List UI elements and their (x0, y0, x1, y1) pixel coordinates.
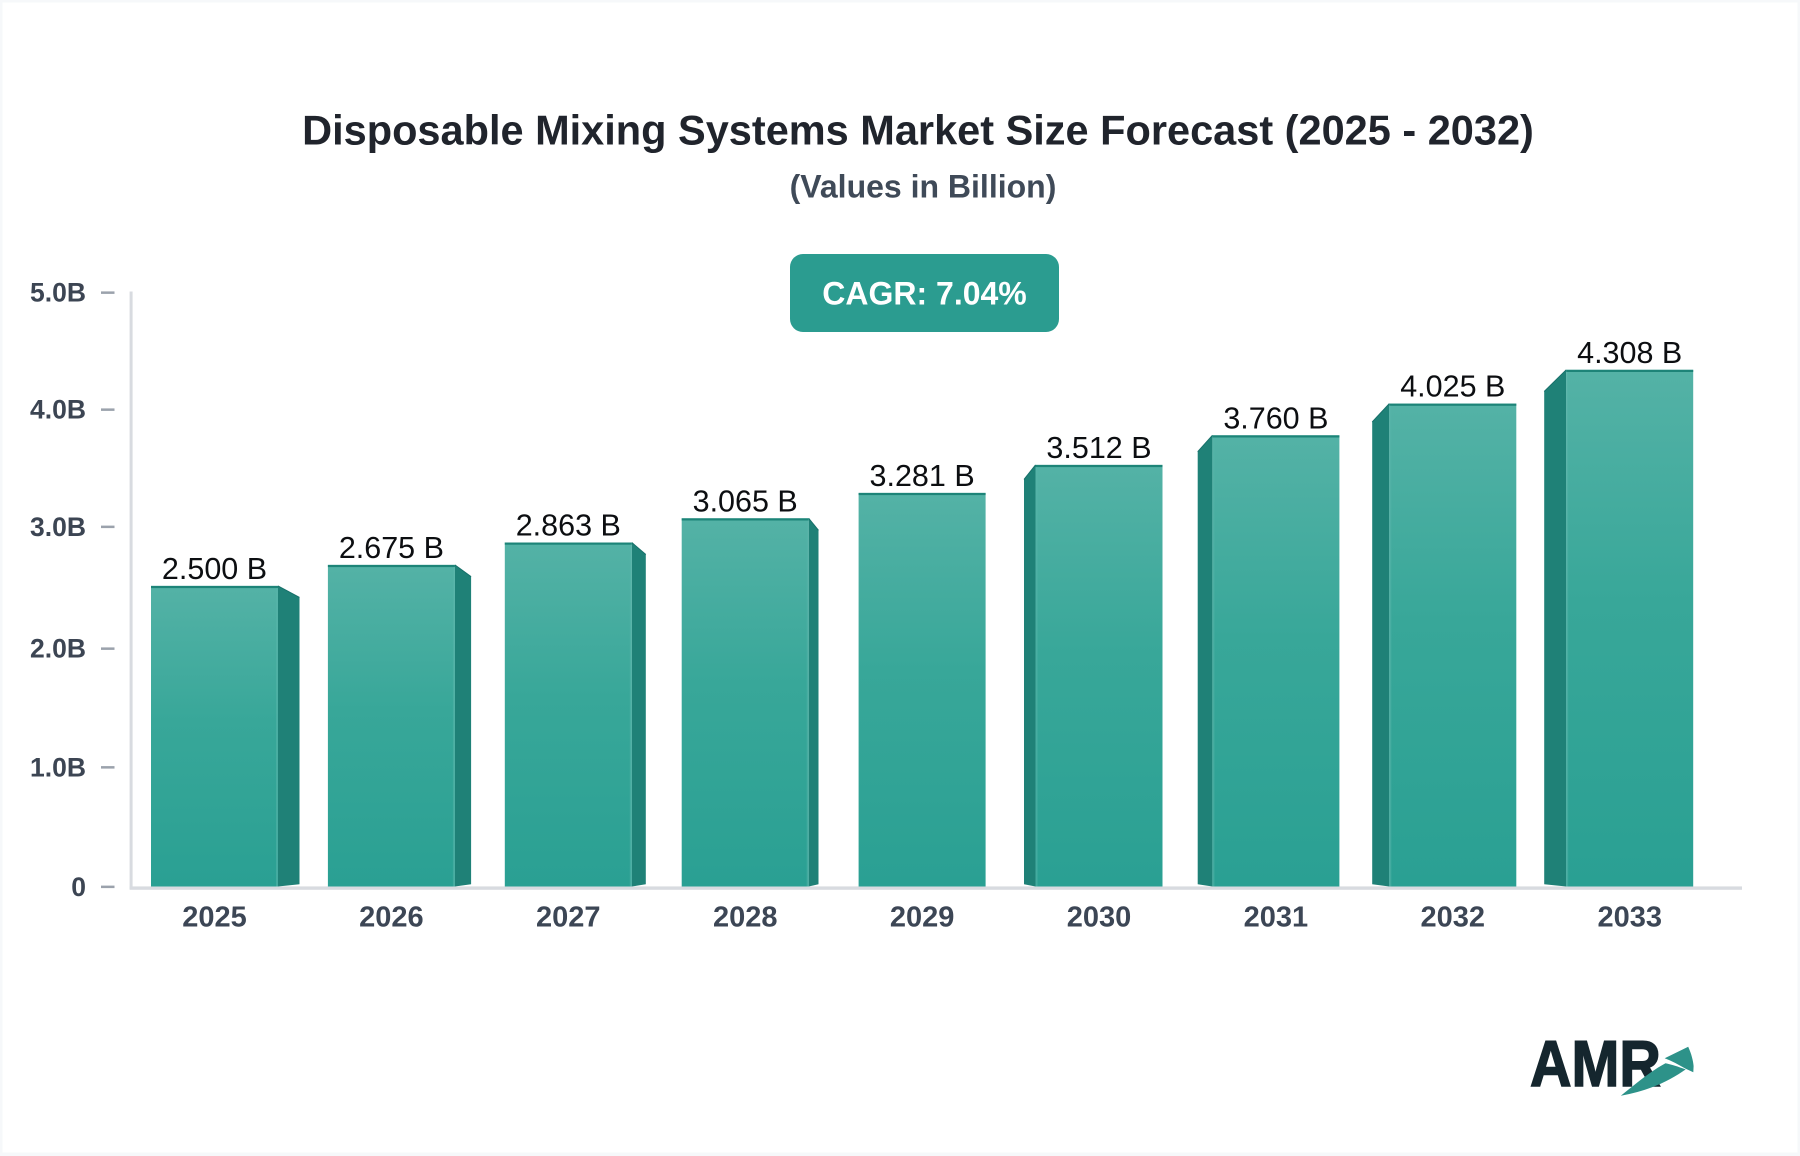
svg-text:0: 0 (71, 872, 86, 902)
svg-text:2.675 B: 2.675 B (339, 531, 444, 565)
svg-text:4.0B: 4.0B (30, 395, 86, 425)
svg-text:3.512 B: 3.512 B (1046, 431, 1151, 465)
svg-text:4.025 B: 4.025 B (1400, 370, 1505, 404)
svg-text:(Values in Billion): (Values in Billion) (790, 169, 1057, 205)
svg-text:3.065 B: 3.065 B (693, 484, 798, 518)
svg-text:AMR: AMR (1530, 1028, 1661, 1101)
svg-text:CAGR: 7.04%: CAGR: 7.04% (822, 276, 1027, 312)
svg-text:5.0B: 5.0B (30, 278, 86, 308)
svg-text:3.760 B: 3.760 B (1223, 401, 1328, 435)
svg-text:2029: 2029 (890, 902, 955, 934)
svg-text:2026: 2026 (359, 902, 424, 934)
svg-text:2025: 2025 (182, 902, 247, 934)
svg-text:2028: 2028 (713, 902, 778, 934)
svg-text:2032: 2032 (1421, 902, 1486, 934)
svg-text:2.0B: 2.0B (30, 634, 86, 664)
svg-text:2033: 2033 (1597, 902, 1662, 934)
svg-text:2027: 2027 (536, 902, 601, 934)
svg-text:1.0B: 1.0B (30, 752, 86, 782)
svg-text:3.281 B: 3.281 B (870, 459, 975, 493)
svg-text:4.308 B: 4.308 B (1577, 336, 1682, 370)
svg-text:2.863 B: 2.863 B (516, 509, 621, 543)
svg-text:3.0B: 3.0B (30, 512, 86, 542)
svg-text:2030: 2030 (1067, 902, 1132, 934)
svg-text:Disposable Mixing Systems Mark: Disposable Mixing Systems Market Size Fo… (302, 107, 1534, 154)
svg-text:2031: 2031 (1244, 902, 1309, 934)
svg-text:2.500 B: 2.500 B (162, 552, 267, 586)
